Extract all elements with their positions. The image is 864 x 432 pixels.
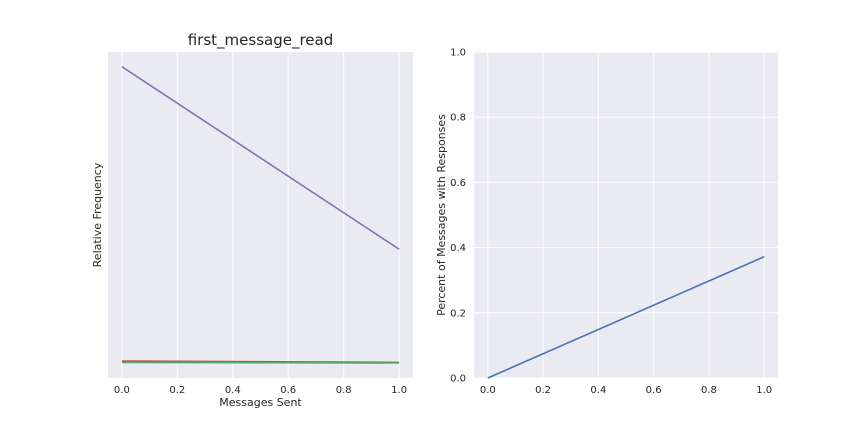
y-tick-label: 0.6 [450, 178, 466, 189]
y-tick-label: 0.4 [450, 243, 466, 254]
y-axis-label: Percent of Messages with Responses [435, 114, 448, 316]
x-tick-label: 0.4 [590, 385, 606, 396]
series-line-1 [121, 66, 400, 250]
plot-area-relative-frequency [108, 52, 413, 378]
x-axis-label: Messages Sent [219, 396, 302, 409]
y-tick-label: 0.8 [450, 113, 466, 124]
x-tick-label: 0.6 [280, 385, 296, 396]
x-tick-label: 0.0 [480, 385, 496, 396]
x-tick-label: 1.0 [391, 385, 407, 396]
x-tick-label: 0.6 [646, 385, 662, 396]
series-line-1 [487, 255, 765, 379]
chart-percent-responses: 0.0 0.2 0.4 0.6 0.8 1.0 0.0 0.2 0.4 0.6 0.8 1.0 Perc… [435, 48, 778, 396]
x-tick-label: 0.0 [114, 385, 130, 396]
chart-relative-frequency: 0.0 0.2 0.4 0.6 0.8 1.0 first_message_read Mess… [91, 31, 413, 409]
x-tick-label: 0.2 [169, 385, 185, 396]
x-tick-label: 0.8 [701, 385, 717, 396]
y-tick-label: 1.0 [450, 48, 466, 59]
y-tick-label: 0.0 [450, 374, 466, 385]
x-tick-label: 0.4 [225, 385, 241, 396]
series-line-3 [121, 361, 400, 364]
y-tick-label: 0.2 [450, 308, 466, 319]
x-tick-label: 0.2 [535, 385, 551, 396]
x-tick-label: 1.0 [756, 385, 772, 396]
x-tick-label: 0.8 [336, 385, 352, 396]
plot-area-percent-responses [474, 52, 778, 378]
chart-title: first_message_read [188, 31, 334, 50]
y-axis-label: Relative Frequency [91, 162, 104, 267]
